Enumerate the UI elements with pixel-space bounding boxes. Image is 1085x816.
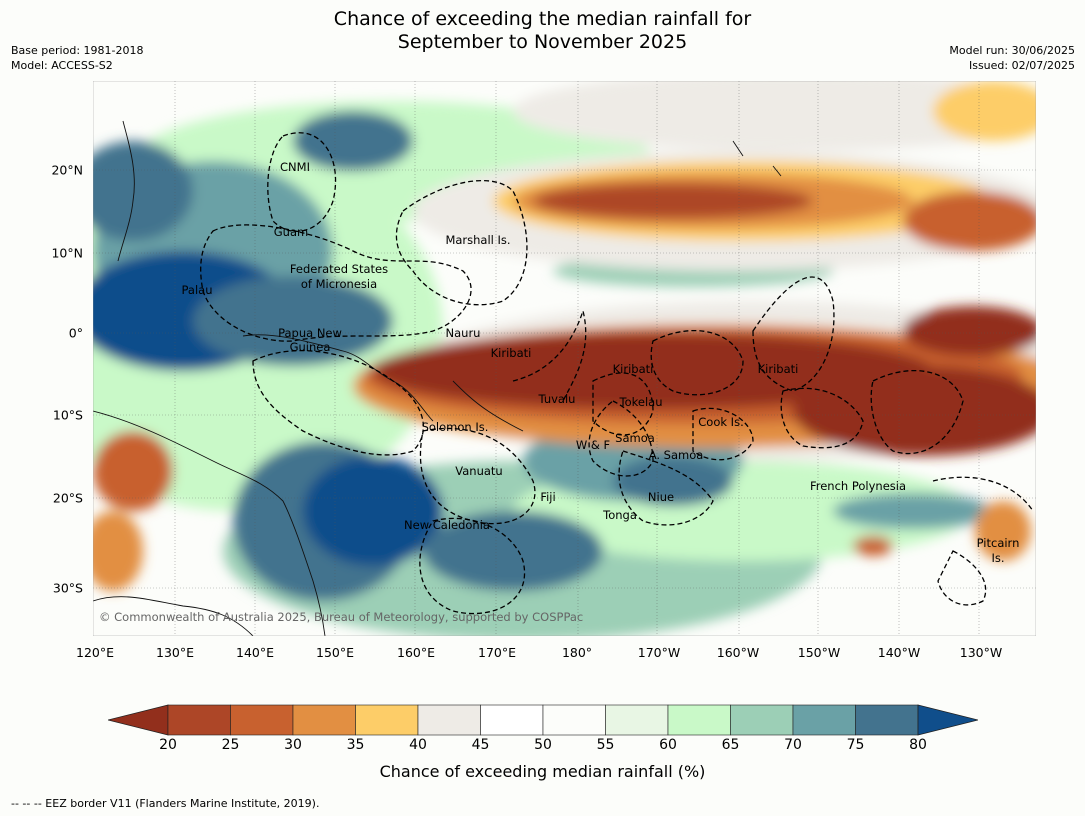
colorbar-cell-35-40 (355, 704, 419, 736)
label-cnmi: CNMI (280, 160, 310, 174)
lat-label: 10°S (52, 407, 83, 423)
colorbar-cell-45-50 (480, 704, 544, 736)
colorbar-tick: 70 (784, 737, 802, 753)
colorbar-cell-60-65 (667, 704, 731, 736)
lon-label: 170°E (477, 645, 517, 660)
colorbar-svg (107, 704, 979, 736)
label-kiribati-central: Kiribati (613, 362, 654, 376)
colorbar-cell-70-75 (792, 704, 856, 736)
meta-left: Base period: 1981-2018 Model: ACCESS-S2 (11, 43, 143, 73)
label-fsm-1: Federated States (290, 262, 388, 276)
label-guam: Guam (274, 225, 308, 239)
meta-right: Model run: 30/06/2025 Issued: 02/07/2025 (949, 43, 1075, 73)
colorbar-extend-low (107, 704, 169, 736)
label-fiji: Fiji (540, 490, 555, 504)
colorbar-cell-40-45 (417, 704, 481, 736)
colorbar-cell-55-60 (605, 704, 669, 736)
colorbar-extend-high (917, 704, 979, 736)
graticule (93, 81, 1036, 636)
label-asamoa: A. Samoa (649, 448, 704, 462)
label-pitcairn-2: Is. (991, 551, 1004, 565)
label-wf: W & F (576, 438, 610, 452)
label-vanuatu: Vanuatu (455, 464, 502, 478)
colorbar-tick: 75 (846, 737, 865, 753)
label-samoa: Samoa (615, 431, 655, 445)
lon-label: 170°W (637, 645, 681, 660)
label-niue: Niue (648, 490, 674, 504)
model-name: Model: ACCESS-S2 (11, 59, 113, 72)
lon-label: 150°E (315, 645, 355, 660)
colorbar-tick: 45 (471, 737, 490, 753)
model-run: Model run: 30/06/2025 (949, 44, 1075, 57)
label-kiribati-east: Kiribati (758, 362, 799, 376)
label-tuvalu: Tuvalu (538, 392, 576, 406)
colorbar-tick: 55 (596, 737, 615, 753)
label-pitcairn-1: Pitcairn (977, 536, 1020, 550)
lon-label: 120°E (75, 645, 115, 660)
label-new-caledonia: New Caledonia (404, 518, 490, 532)
coastlines (93, 120, 782, 636)
lon-label: 160°E (396, 645, 436, 660)
colorbar-cell-25-30 (230, 704, 294, 736)
eez-borders (200, 132, 1034, 615)
colorbar-tick: 25 (221, 737, 240, 753)
colorbar (107, 704, 979, 736)
colorbar-tick: 80 (909, 737, 927, 753)
lon-label: 180° (561, 645, 593, 660)
lon-label: 160°W (716, 645, 760, 660)
lon-label: 150°W (797, 645, 841, 660)
lon-label: 140°W (877, 645, 921, 660)
colorbar-cell-30-35 (292, 704, 356, 736)
map-svg: CNMI Guam Marshall Is. Federated States … (93, 81, 1036, 636)
label-png-2: Guinea (290, 340, 331, 354)
colorbar-tick: 30 (284, 737, 302, 753)
colorbar-tick: 35 (346, 737, 365, 753)
title-line-2: September to November 2025 (397, 31, 688, 53)
label-png-1: Papua New (278, 326, 342, 340)
colorbar-cell-65-70 (730, 704, 794, 736)
label-palau: Palau (182, 283, 213, 297)
lon-label: 140°E (235, 645, 275, 660)
label-nauru: Nauru (446, 326, 481, 340)
colorbar-tick: 50 (534, 737, 552, 753)
lat-label: 0° (68, 325, 83, 341)
issued-date: Issued: 02/07/2025 (968, 59, 1075, 72)
label-kiribati-west: Kiribati (491, 346, 532, 360)
region-labels: CNMI Guam Marshall Is. Federated States … (182, 160, 1020, 565)
footnote: -- -- -- EEZ border V11 (Flanders Marine… (11, 797, 320, 810)
lon-label: 130°E (155, 645, 195, 660)
lat-label: 30°S (52, 580, 83, 596)
label-tonga: Tonga (602, 508, 637, 522)
rainfall-map: CNMI Guam Marshall Is. Federated States … (93, 81, 1036, 636)
colorbar-tick: 40 (409, 737, 427, 753)
lat-label: 10°N (51, 245, 83, 261)
colorbar-cell-75-80 (855, 704, 919, 736)
label-tokelau: Tokelau (619, 395, 663, 409)
rainfall-field (93, 81, 1036, 636)
colorbar-tick: 65 (721, 737, 740, 753)
title-line-1: Chance of exceeding the median rainfall … (333, 8, 752, 30)
colorbar-cell-50-55 (542, 704, 606, 736)
label-marshall: Marshall Is. (445, 233, 510, 247)
base-period: Base period: 1981-2018 (11, 44, 144, 57)
label-solomon: Solomon Is. (422, 420, 489, 434)
colorbar-tick: 60 (659, 737, 677, 753)
lat-label: 20°N (51, 162, 83, 178)
colorbar-tick: 20 (159, 737, 177, 753)
label-french-polynesia: French Polynesia (810, 479, 906, 493)
label-fsm-2: of Micronesia (301, 277, 377, 291)
lat-label: 20°S (52, 490, 83, 506)
lon-label: 130°W (959, 645, 1003, 660)
copyright: © Commonwealth of Australia 2025, Bureau… (99, 610, 583, 624)
map-title: Chance of exceeding the median rainfall … (0, 8, 1085, 54)
colorbar-title: Chance of exceeding median rainfall (%) (379, 762, 706, 781)
colorbar-cell-20-25 (167, 704, 231, 736)
label-cook: Cook Is. (698, 415, 743, 429)
